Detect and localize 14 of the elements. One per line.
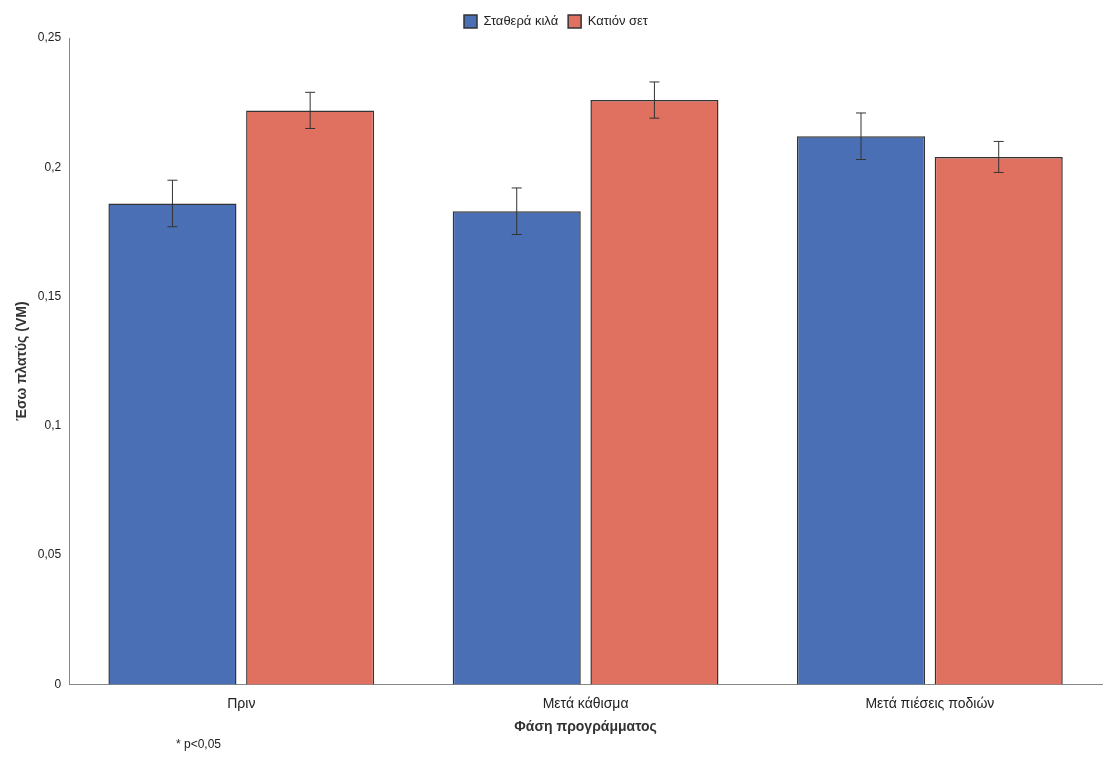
x-tick-label: Μετά κάθισμα [542, 694, 629, 711]
y-axis-title: Έσω πλατύς (VM) [13, 301, 30, 421]
y-tick-label: 0 [54, 676, 62, 691]
y-tick-label: 0,05 [37, 547, 62, 562]
text: * p<0,05 [176, 737, 222, 752]
legend-label: Σταθερά κιλά [483, 13, 559, 29]
x-tick-label: Πριν [227, 694, 256, 711]
y-tick-label: 0,25 [37, 30, 62, 45]
x-tick-label: Μετά πιέσεις ποδιών [865, 694, 995, 711]
y-tick-label: 0,2 [44, 159, 62, 174]
legend-label: Κατιόν σετ [587, 13, 649, 29]
y-tick-label: 0,15 [37, 288, 62, 303]
y-tick-label: 0,1 [44, 418, 62, 433]
x-axis-title: Φάση προγράμματος [514, 718, 657, 735]
